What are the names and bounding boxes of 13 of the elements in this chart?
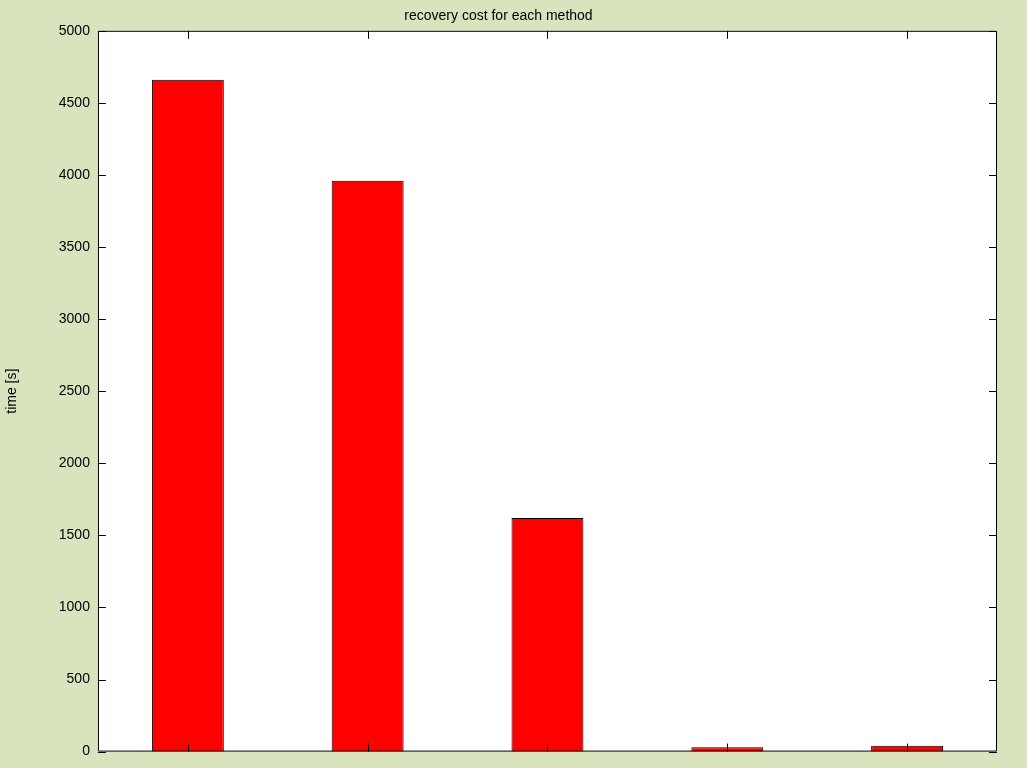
y-tick-label: 1500 [58, 526, 91, 543]
y-tick-label: 2000 [58, 454, 91, 471]
y-tick-label: 4000 [58, 165, 91, 182]
y-tick-label: 3000 [58, 309, 91, 326]
chart-title: recovery cost for each method [404, 7, 593, 24]
y-tick-label: 500 [66, 670, 91, 687]
y-tick-label: 1000 [58, 598, 91, 615]
y-tick-label: 4500 [58, 93, 91, 110]
y-tick-label: 5000 [58, 21, 91, 38]
y-axis-title: time [s] [3, 368, 20, 414]
y-tick-label: 3500 [58, 237, 91, 254]
y-tick-label: 0 [82, 742, 91, 759]
y-tick-label: 2500 [58, 382, 91, 399]
